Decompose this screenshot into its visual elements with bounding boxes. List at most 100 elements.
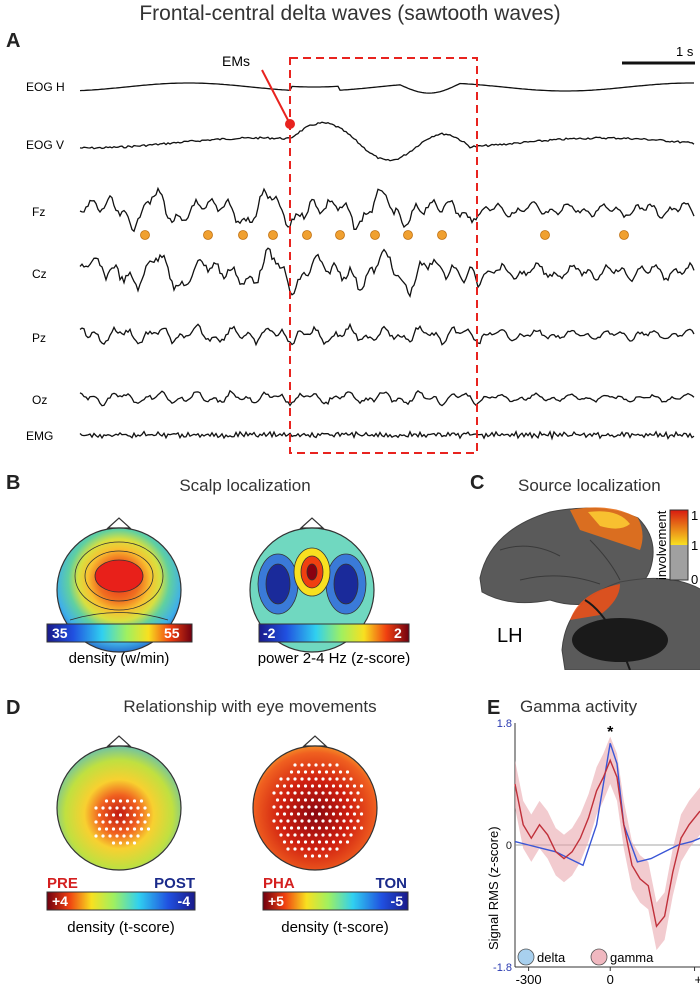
- electrode-dot: [115, 806, 119, 810]
- electrode-dot: [349, 805, 353, 809]
- sawtooth-marker: [140, 230, 150, 240]
- colorbar-label: involvement: [654, 510, 669, 580]
- electrode-dot: [115, 820, 119, 824]
- post-label: POST: [154, 875, 195, 892]
- series-line-gamma: [514, 758, 700, 928]
- electrode-dot: [324, 812, 329, 816]
- trace-eog-h: [79, 82, 694, 94]
- electrode-dot: [342, 805, 346, 809]
- electrode-dot: [300, 805, 304, 809]
- electrode-dot: [345, 770, 350, 774]
- electrode-dot: [282, 784, 287, 788]
- electrode-dot: [314, 833, 318, 837]
- significance-annotation: *: [607, 724, 614, 741]
- electrode-dot: [97, 827, 102, 831]
- electrode-dot: [136, 834, 140, 838]
- series-line-delta: [514, 743, 700, 867]
- electrode-dot: [310, 854, 315, 858]
- electrode-dot: [335, 847, 339, 851]
- colorbar-tick-bottom: 0: [691, 572, 698, 587]
- pre-label: PRE: [47, 875, 78, 892]
- electrode-dot: [139, 827, 144, 831]
- electrode-dot: [317, 770, 322, 774]
- electrode-dot: [324, 840, 329, 844]
- sawtooth-marker: [403, 230, 413, 240]
- trace-eog-v: [79, 121, 695, 162]
- significant-electrodes-pha: [272, 763, 364, 858]
- electrode-dot: [317, 798, 322, 802]
- electrode-dot: [108, 834, 112, 838]
- electrode-dot: [300, 833, 304, 837]
- sawtooth-marker: [370, 230, 380, 240]
- electrode-dot: [342, 819, 346, 823]
- electrode-dot: [338, 798, 343, 802]
- channel-label-pz: Pz: [32, 331, 46, 345]
- panel-c-letter: C: [470, 472, 485, 494]
- electrode-dot: [146, 827, 151, 831]
- electrode-dot: [317, 854, 322, 858]
- scalp-maps-d: PRE POST +4 -4 density (t-score) PHA TON…: [46, 735, 409, 936]
- electrode-dot: [111, 813, 116, 817]
- colorbar-tick-top: 1: [691, 508, 698, 523]
- electrode-dot: [335, 805, 339, 809]
- electrode-dot: [307, 833, 311, 837]
- electrode-dot: [345, 840, 350, 844]
- brain-medial-view: [561, 577, 700, 670]
- pre-post-caption: density (t-score): [67, 919, 175, 936]
- electrode-dot: [317, 812, 322, 816]
- pre-post-scale-max: -4: [178, 893, 191, 909]
- channel-label-eog-v: EOG V: [26, 138, 64, 152]
- density-caption: density (w/min): [69, 650, 170, 667]
- electrode-dot: [111, 827, 116, 831]
- electrode-dot: [118, 813, 123, 817]
- electrode-dot: [314, 805, 318, 809]
- electrode-dot: [94, 820, 98, 824]
- electrode-dot: [293, 819, 297, 823]
- density-scalp-map: [56, 517, 182, 653]
- electrode-dot: [359, 812, 364, 816]
- electrode-dot: [275, 812, 280, 816]
- electrode-dot: [345, 784, 350, 788]
- electrode-dot: [286, 819, 290, 823]
- electrode-dot: [352, 784, 357, 788]
- electrode-dot: [143, 820, 147, 824]
- legend-label-gamma: gamma: [610, 950, 654, 965]
- electrode-dot: [94, 806, 98, 810]
- pre-post-scalp-map: [56, 735, 182, 871]
- pha-ton-scalp-map: [252, 735, 378, 871]
- electrode-dot: [321, 833, 325, 837]
- electrode-dot: [296, 840, 301, 844]
- electrode-dot: [317, 784, 322, 788]
- electrode-dot: [345, 826, 350, 830]
- electrode-dot: [104, 813, 109, 817]
- electrode-dot: [275, 798, 280, 802]
- plot-area: 1.8 0 -1.8 -300 0 + * delta gamma: [493, 718, 700, 987]
- electrode-dot: [321, 847, 325, 851]
- highlight-box: [289, 57, 478, 454]
- electrode-dot: [289, 784, 294, 788]
- electrode-dot: [307, 805, 311, 809]
- power-caption: power 2-4 Hz (z-score): [258, 650, 411, 667]
- electrode-dot: [324, 770, 329, 774]
- electrode-dot: [94, 834, 98, 838]
- electrode-dot: [122, 820, 126, 824]
- electrode-dot: [108, 806, 112, 810]
- electrode-dot: [342, 777, 346, 781]
- electrode-dot: [97, 813, 102, 817]
- power-scalp-map: [249, 517, 375, 653]
- electrode-dot: [118, 827, 123, 831]
- y-tick-label: 0: [506, 840, 512, 852]
- electrode-dot: [317, 840, 322, 844]
- electrode-dot: [314, 847, 318, 851]
- electrode-dot: [289, 840, 294, 844]
- electrode-dot: [129, 820, 133, 824]
- electrode-dot: [289, 826, 294, 830]
- electrode-dot: [146, 813, 151, 817]
- electrode-dot: [115, 834, 119, 838]
- electrode-dot: [282, 812, 287, 816]
- electrode-dot: [331, 784, 336, 788]
- electrode-dot: [324, 798, 329, 802]
- electrode-dot: [296, 812, 301, 816]
- scale-bar-label: 1 s: [676, 44, 694, 59]
- electrode-dot: [335, 763, 339, 767]
